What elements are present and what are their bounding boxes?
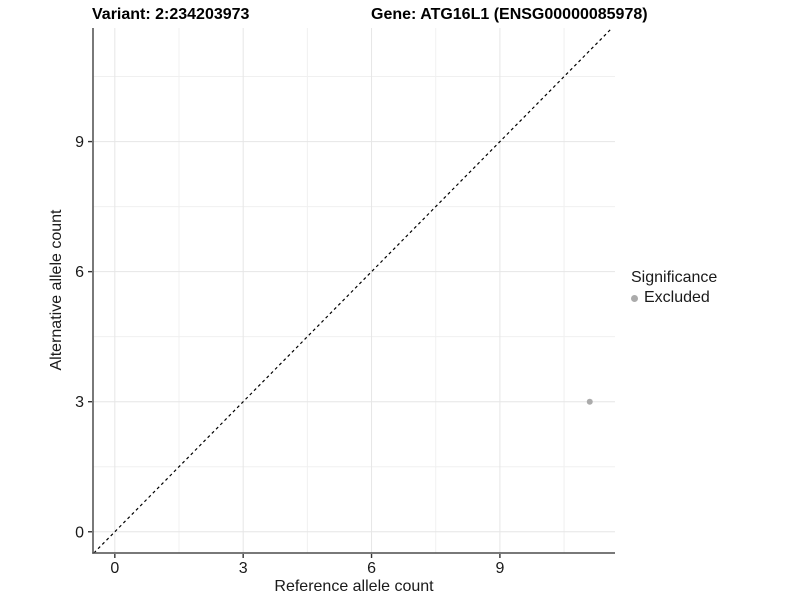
x-axis-title: Reference allele count: [274, 578, 434, 595]
y-tick-label: 6: [75, 264, 84, 281]
y-tick-label: 9: [75, 134, 84, 151]
y-axis-title: Alternative allele count: [48, 209, 65, 371]
variant-title: Variant: 2:234203973: [92, 6, 250, 23]
legend-item-excluded: Excluded: [631, 289, 717, 307]
legend-title: Significance: [631, 269, 718, 286]
x-tick-label: 0: [110, 560, 119, 577]
x-tick-label: 3: [239, 560, 248, 577]
data-point: [586, 398, 593, 405]
y-tick-label: 0: [75, 524, 84, 541]
identity-line: [93, 27, 613, 554]
legend-item-label: Excluded: [644, 289, 710, 306]
x-tick-label: 6: [367, 560, 376, 577]
gene-title: Gene: ATG16L1 (ENSG00000085978): [371, 6, 648, 23]
y-tick-label: 3: [75, 394, 84, 411]
legend-point-icon: [631, 294, 638, 302]
x-tick-label: 9: [495, 560, 504, 577]
legend: Significance Excluded: [631, 269, 717, 307]
